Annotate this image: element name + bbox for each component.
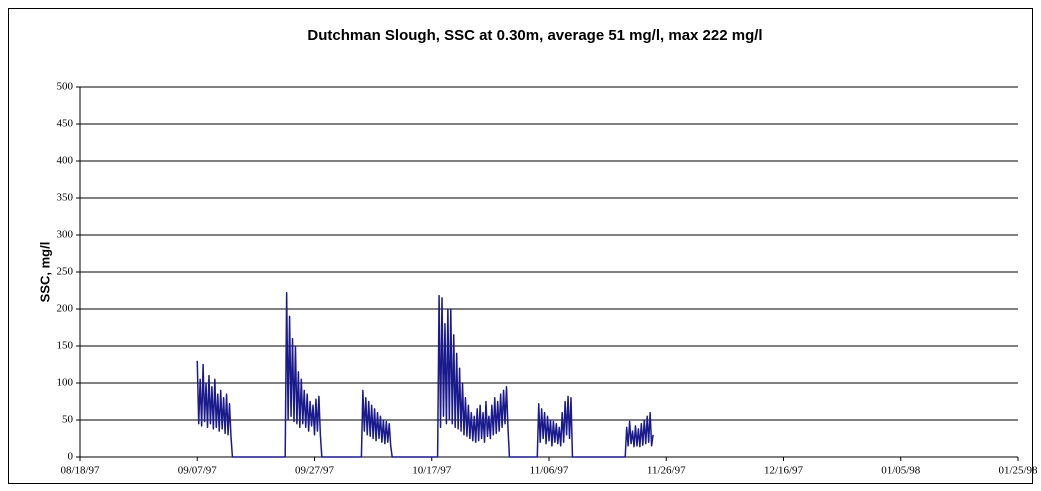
y-tick-label: 150 bbox=[57, 340, 74, 352]
x-tick-label: 09/27/97 bbox=[295, 465, 335, 477]
y-tick-label: 200 bbox=[57, 303, 74, 315]
x-tick-label: 11/06/97 bbox=[530, 465, 569, 477]
y-tick-label: 250 bbox=[57, 266, 74, 278]
chart-frame bbox=[8, 8, 1033, 484]
x-tick-label: 09/07/97 bbox=[178, 465, 218, 477]
y-tick-label: 500 bbox=[57, 81, 74, 93]
y-tick-label: 0 bbox=[68, 451, 74, 463]
x-tick-label: 08/18/97 bbox=[60, 465, 100, 477]
x-tick-label: 01/05/98 bbox=[881, 465, 921, 477]
y-tick-label: 350 bbox=[57, 192, 74, 204]
y-axis-label: SSC, mg/l bbox=[37, 242, 52, 303]
y-tick-label: 450 bbox=[57, 118, 74, 130]
x-tick-label: 12/16/97 bbox=[764, 465, 804, 477]
chart-title: Dutchman Slough, SSC at 0.30m, average 5… bbox=[307, 27, 762, 44]
x-tick-label: 10/17/97 bbox=[412, 465, 452, 477]
y-tick-label: 400 bbox=[57, 155, 74, 167]
y-tick-label: 100 bbox=[57, 377, 74, 389]
data-line bbox=[196, 291, 654, 458]
x-tick-label: 11/26/97 bbox=[647, 465, 686, 477]
x-tick-label: 01/25/98 bbox=[998, 465, 1038, 477]
y-tick-label: 300 bbox=[57, 229, 74, 241]
y-tick-label: 50 bbox=[62, 414, 74, 426]
